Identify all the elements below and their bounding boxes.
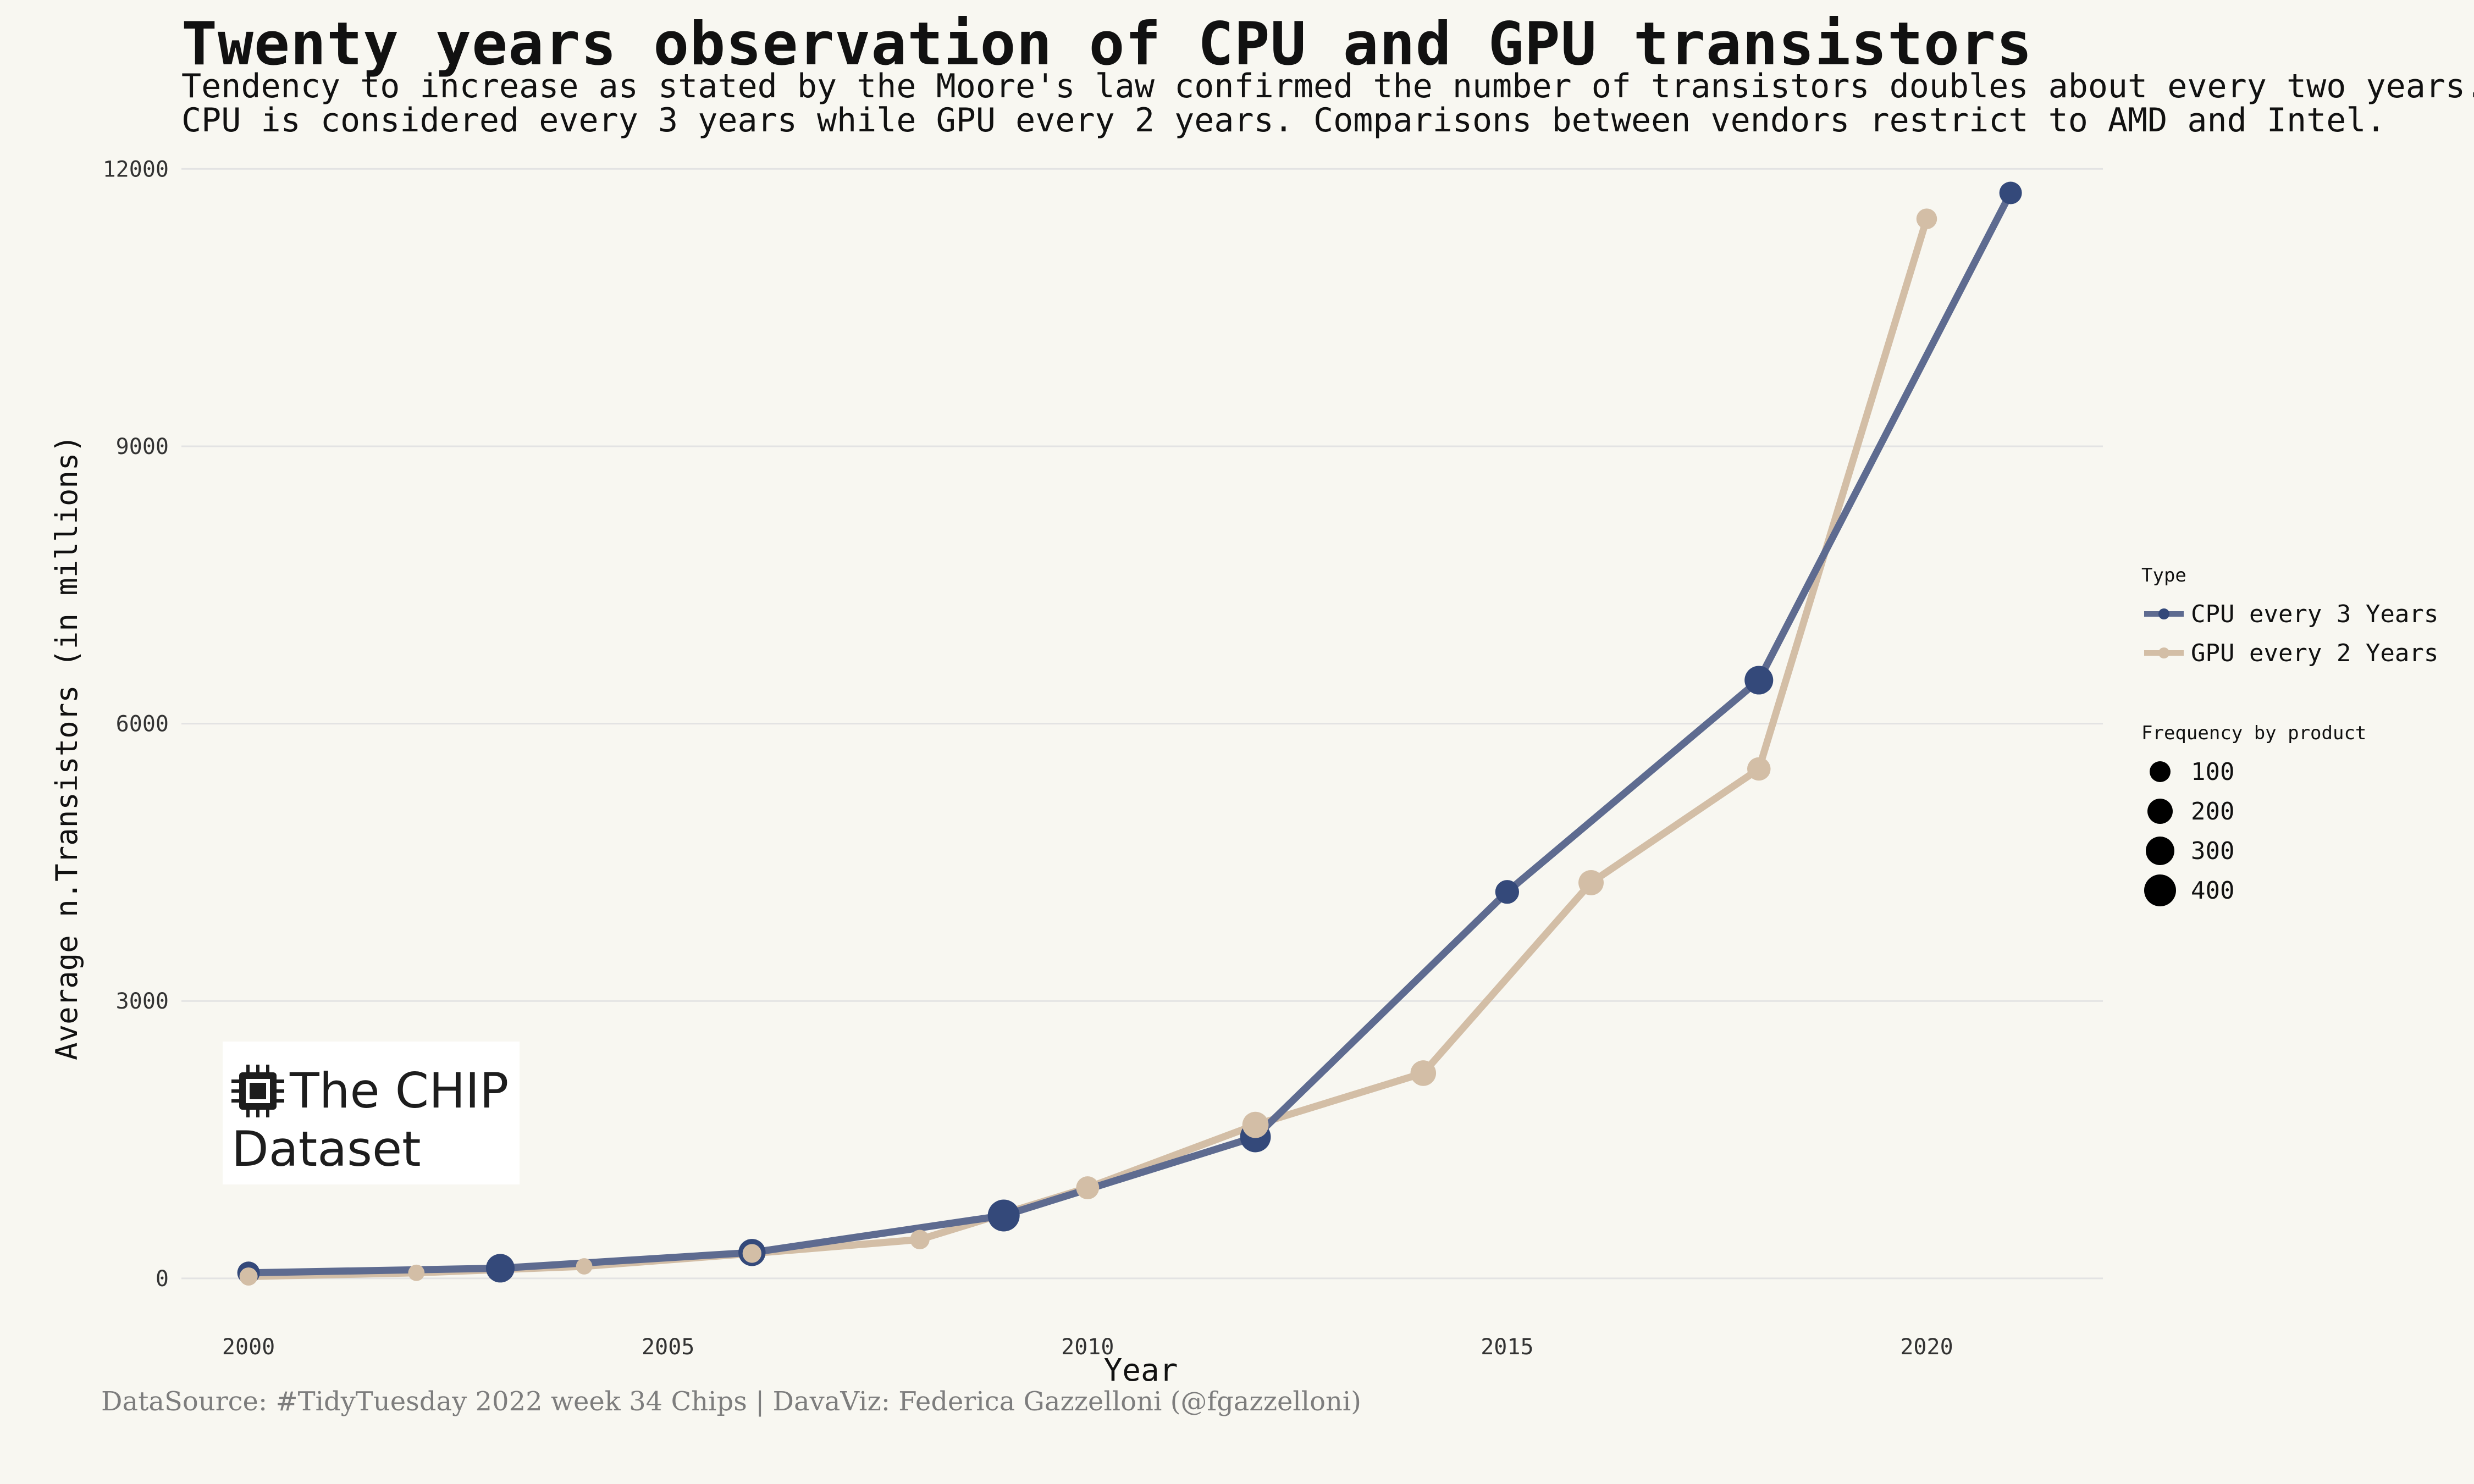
cpu-point [1744, 666, 1774, 695]
legend-size-label-200: 200 [2191, 798, 2234, 826]
chip-icon [231, 1065, 284, 1117]
chart-subtitle: Tendency to increase as stated by the Mo… [181, 69, 2474, 137]
legend-size-title: Frequency by product [2141, 722, 2366, 744]
gpu-point [576, 1258, 593, 1275]
x-tick-label: 2020 [1900, 1335, 1953, 1360]
x-tick-label: 2005 [642, 1335, 694, 1360]
legend-size-label-100: 100 [2191, 758, 2234, 786]
subtitle-line-1: Tendency to increase as stated by the Mo… [181, 67, 2474, 106]
legend-size-400: 400 [2144, 874, 2234, 906]
logo-line-2: Dataset [231, 1121, 421, 1177]
y-tick-label: 12000 [103, 157, 169, 182]
legend-item-cpu: CPU every 3 Years [2144, 600, 2438, 628]
legend-cpu-label: CPU every 3 Years [2191, 600, 2438, 628]
gpu-point [1076, 1176, 1100, 1199]
y-tick-label: 3000 [116, 989, 169, 1014]
gpu-point [910, 1230, 930, 1249]
y-tick-label: 6000 [116, 712, 169, 737]
legend-size-label-300: 300 [2191, 837, 2234, 865]
dataset-logo: The CHIP Dataset [223, 1042, 520, 1184]
gpu-point [1916, 208, 1937, 229]
gpu-point [1578, 870, 1604, 895]
legend-size-200: 200 [2147, 798, 2234, 826]
legend-cpu-dot [2158, 608, 2169, 619]
caption: DataSource: #TidyTuesday 2022 week 34 Ch… [101, 1386, 1361, 1417]
x-axis-label: Year [1104, 1353, 1178, 1388]
series-points [237, 181, 2022, 1286]
cpu-series-line [245, 189, 2014, 1277]
legend-size-dot-300 [2146, 837, 2174, 865]
x-tick-label: 2000 [222, 1335, 275, 1360]
legend-size-dot-200 [2147, 799, 2173, 824]
x-tick-label: 2015 [1481, 1335, 1533, 1360]
gpu-point [742, 1244, 761, 1263]
legend: Type CPU every 3 Years GPU every 2 Years… [2141, 564, 2438, 906]
y-tick-label: 9000 [116, 434, 169, 459]
cpu-point [1999, 181, 2022, 204]
grid-lines [181, 168, 2103, 1280]
legend-type-title: Type [2141, 564, 2186, 586]
legend-size-dot-100 [2150, 761, 2171, 782]
legend-gpu-dot [2158, 647, 2169, 658]
cpu-point [1495, 880, 1520, 904]
gpu-point [239, 1267, 258, 1286]
legend-size-label-400: 400 [2191, 877, 2234, 905]
x-tick-label: 2010 [1061, 1335, 1114, 1360]
x-axis-ticks: 2000 2005 2010 2015 2020 [222, 1335, 1953, 1360]
gpu-point [408, 1264, 425, 1281]
legend-size-dot-400 [2144, 874, 2176, 906]
legend-gpu-label: GPU every 2 Years [2191, 639, 2438, 667]
subtitle-line-2: CPU is considered every 3 years while GP… [181, 101, 2386, 140]
legend-size-300: 300 [2146, 837, 2234, 865]
cpu-point [485, 1254, 515, 1283]
y-axis-ticks: 0 3000 6000 9000 12000 [103, 157, 169, 1292]
cpu-point [987, 1199, 1020, 1232]
legend-size-100: 100 [2150, 758, 2234, 786]
chart-title: Twenty years observation of CPU and GPU … [181, 10, 2033, 79]
legend-item-gpu: GPU every 2 Years [2144, 639, 2438, 667]
y-axis-label: Average n.Transistors (in millions) [49, 435, 84, 1060]
gpu-point [1410, 1060, 1437, 1086]
gpu-point [1747, 757, 1771, 781]
gpu-point [1242, 1111, 1269, 1138]
logo-row: The CHIP [230, 1061, 509, 1121]
logo-line-1: The CHIP [290, 1062, 509, 1119]
y-tick-label: 0 [156, 1266, 169, 1292]
